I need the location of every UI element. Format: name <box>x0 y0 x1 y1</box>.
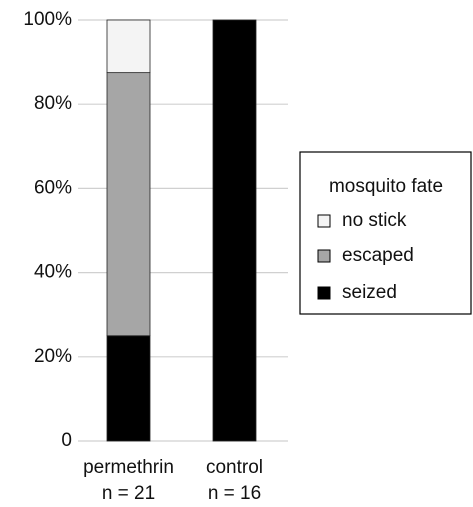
legend-swatch <box>317 214 331 228</box>
y-tick-label: 100% <box>23 9 72 30</box>
bar-segment <box>106 19 151 74</box>
x-tick-sublabel: n = 16 <box>208 483 261 504</box>
y-tick-label: 40% <box>34 262 72 283</box>
x-tick-label: control <box>206 457 263 478</box>
legend-swatch <box>317 249 331 263</box>
bar-segment <box>212 19 257 442</box>
y-tick-label: 20% <box>34 346 72 367</box>
x-tick-label: permethrin <box>83 457 174 478</box>
legend-title: mosquito fate <box>329 176 443 197</box>
legend-label: no stick <box>342 210 407 231</box>
y-tick-label: 60% <box>34 177 72 198</box>
bar-segment <box>106 335 151 442</box>
legend-label: escaped <box>342 245 414 266</box>
legend-label: seized <box>342 282 397 303</box>
y-tick-label: 80% <box>34 93 72 114</box>
x-tick-sublabel: n = 21 <box>102 483 155 504</box>
y-tick-label: 0 <box>61 430 72 451</box>
bar-segment <box>106 72 151 337</box>
legend-swatch <box>317 286 331 300</box>
